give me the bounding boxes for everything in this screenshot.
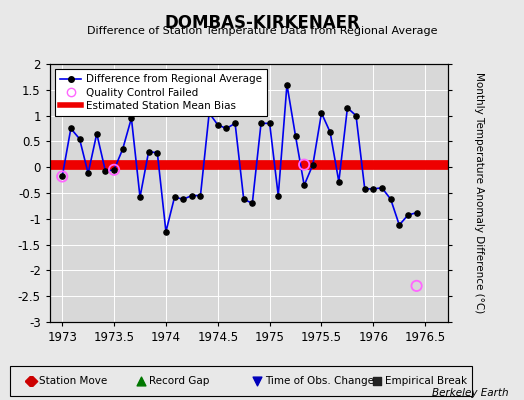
Point xyxy=(179,196,188,202)
Point xyxy=(387,196,395,202)
Point xyxy=(153,150,161,156)
Point xyxy=(310,334,318,340)
Point xyxy=(412,210,421,216)
Point xyxy=(145,148,153,155)
Point xyxy=(170,194,179,200)
Point xyxy=(127,115,136,121)
Point xyxy=(58,173,67,180)
Text: Record Gap: Record Gap xyxy=(149,376,210,386)
Point xyxy=(84,170,92,176)
Point xyxy=(110,166,118,173)
Text: Berkeley Earth: Berkeley Earth xyxy=(432,388,508,398)
Text: Empirical Break: Empirical Break xyxy=(385,376,467,386)
Point xyxy=(75,136,84,142)
Point xyxy=(231,120,239,126)
Point xyxy=(205,110,213,116)
Point xyxy=(309,162,317,168)
Point xyxy=(101,168,110,174)
Point xyxy=(67,125,75,132)
Point xyxy=(300,182,308,188)
Text: Difference of Station Temperature Data from Regional Average: Difference of Station Temperature Data f… xyxy=(87,26,437,36)
Point xyxy=(188,192,196,199)
Point xyxy=(136,194,144,200)
Point xyxy=(326,129,334,135)
Point xyxy=(162,228,170,235)
Point xyxy=(274,192,282,199)
Point xyxy=(300,162,308,168)
Point xyxy=(266,120,274,126)
Point xyxy=(283,82,291,88)
Point xyxy=(257,120,265,126)
Text: Station Move: Station Move xyxy=(39,376,107,386)
Point xyxy=(361,186,369,192)
Point xyxy=(343,105,352,111)
Point xyxy=(118,146,127,152)
Point xyxy=(110,166,118,173)
Point xyxy=(318,110,326,116)
Point xyxy=(378,185,386,191)
Point xyxy=(194,334,203,340)
Point xyxy=(403,212,412,218)
Point xyxy=(214,122,222,128)
Point xyxy=(335,178,343,185)
Point xyxy=(395,222,403,228)
Text: Time of Obs. Change: Time of Obs. Change xyxy=(265,376,374,386)
Point xyxy=(239,196,248,202)
Point xyxy=(222,125,231,132)
Point xyxy=(93,130,101,137)
Point xyxy=(58,173,67,180)
Point xyxy=(196,192,205,199)
Text: DOMBAS-KIRKENAER: DOMBAS-KIRKENAER xyxy=(164,14,360,32)
Point xyxy=(248,200,257,206)
Point xyxy=(84,334,93,340)
Point xyxy=(430,334,439,340)
Y-axis label: Monthly Temperature Anomaly Difference (°C): Monthly Temperature Anomaly Difference (… xyxy=(474,72,484,314)
Point xyxy=(352,112,360,119)
Point xyxy=(291,133,300,140)
Point xyxy=(369,186,377,192)
Legend: Difference from Regional Average, Quality Control Failed, Estimated Station Mean: Difference from Regional Average, Qualit… xyxy=(55,69,267,116)
Point xyxy=(412,283,421,289)
